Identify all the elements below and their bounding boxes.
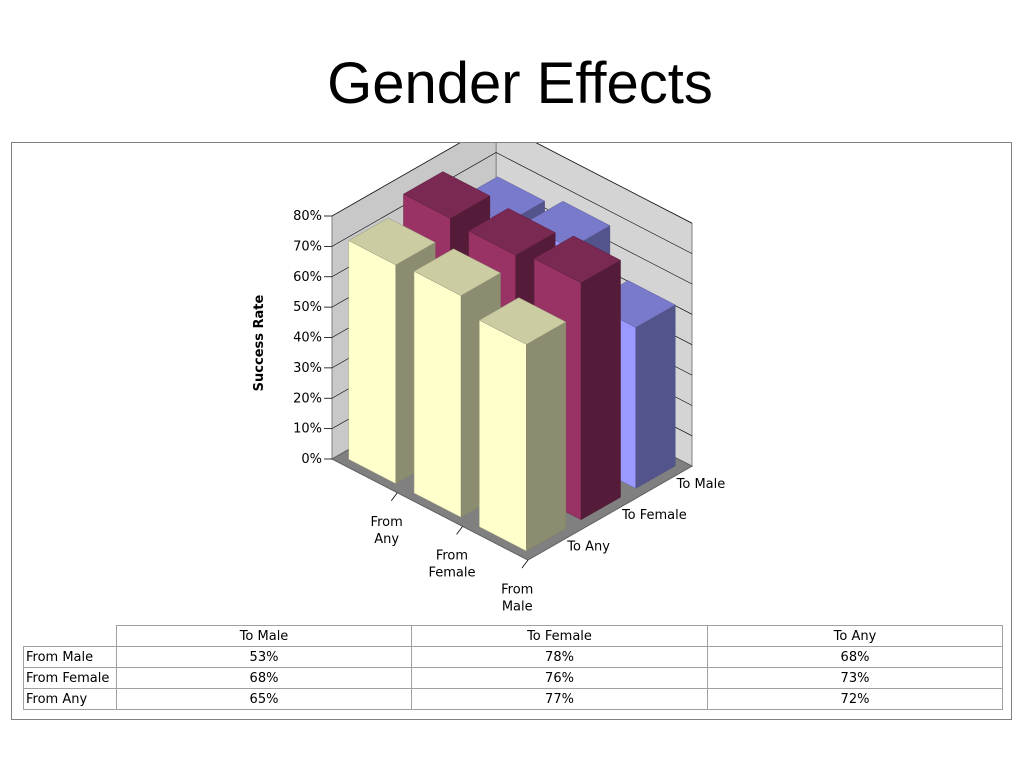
bar-front-face [413,270,462,518]
table-row: From Female 68% 76% 73% [23,667,1003,689]
bar-side-face [580,259,621,521]
category-axis: From Any From Female From Male [371,492,533,613]
series-label: To Female [621,508,687,523]
y-tick-label: 20% [293,391,322,406]
y-tick-label: 60% [293,270,322,285]
table-row-label: From Male [23,646,117,668]
table-cell: 72% [707,688,1003,710]
y-tick-label: 80% [293,209,322,224]
chart-frame: 0% 10% 20% 30% 40% 50% 60% 70% 80% From Any From Fe… [11,142,1012,720]
series-label: To Male [676,477,726,492]
y-tick-label: 0% [301,452,322,467]
bar-top-face [468,208,556,256]
table-header-row: To Male To Female To Any [23,625,1003,647]
y-tick-label: 70% [293,239,322,254]
bar-top-face [348,217,436,266]
category-label: From Female [428,549,475,581]
table-row-label: From Female [23,667,117,689]
gridline [331,143,693,224]
y-tick-label: 40% [293,331,322,346]
table-cell: 68% [707,646,1003,668]
gridline [331,152,693,254]
table-header-cell: To Female [411,625,708,647]
table-cell: 73% [707,667,1003,689]
table-cell: 78% [411,646,708,668]
data-table: To Male To Female To Any From Male 53% 7… [23,625,1003,710]
category-label-line: From [501,582,533,597]
y-tick-label: 30% [293,361,322,376]
table-row: From Male 53% 78% 68% [23,646,1003,668]
y-axis: 0% 10% 20% 30% 40% 50% 60% 70% 80% [293,209,332,467]
table-cell: 68% [116,667,412,689]
table-cell: 76% [411,667,708,689]
bar-top-face [533,235,622,284]
bar-top-face [402,171,491,219]
category-label-line: Male [502,599,533,613]
bar-to-any-from-male [478,297,567,552]
y-axis-label: Success Rate [252,294,267,391]
chart-3d-columns: 0% 10% 20% 30% 40% 50% 60% 70% 80% From Any From Fe… [252,143,725,613]
category-label-line: From [371,515,403,530]
table-header-cell: To Male [116,625,412,647]
bar-top-face [413,248,502,296]
bar-top-face [478,297,567,345]
category-label-line: Any [374,532,399,547]
table-cell: 65% [116,688,412,710]
chart-bars [348,171,676,552]
table-row: From Any 65% 77% 72% [23,688,1003,710]
table-row-label: From Any [23,688,117,710]
category-label: From Male [501,582,533,613]
table-cell: 53% [116,646,412,668]
series-label: To Any [566,539,610,554]
y-tick-label: 10% [293,422,322,437]
category-tick [390,492,398,501]
bar-side-face [526,321,567,552]
table-cell: 77% [411,688,708,710]
category-label: From Any [371,515,403,547]
category-label-line: Female [428,566,475,581]
slide-title: Gender Effects [327,51,713,116]
table-corner [23,625,117,647]
series-axis: To Any To Female To Male [566,477,725,555]
category-tick [521,559,529,569]
table-header-cell: To Any [707,625,1003,647]
bar-side-face [635,304,676,489]
bar-front-face [348,240,397,485]
y-tick-label: 50% [293,300,322,315]
bar-front-face [479,319,527,552]
category-label-line: From [436,549,468,564]
category-tick [456,526,463,535]
